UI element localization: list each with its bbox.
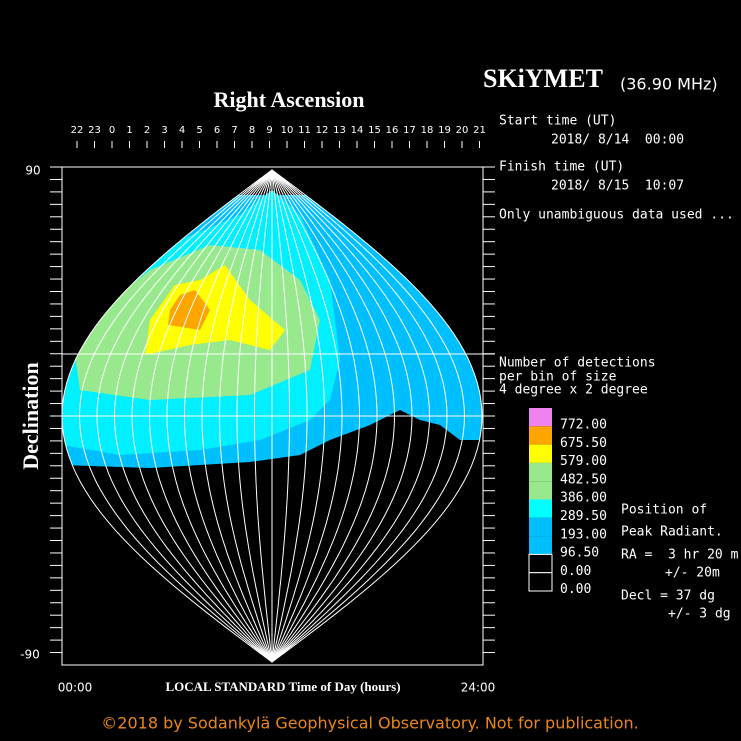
detections-line: 4 degree x 2 degree: [499, 383, 648, 398]
legend-swatch: [529, 426, 552, 445]
ra-label: 17: [403, 125, 416, 136]
detections-line: Number of detections: [499, 356, 656, 371]
ra-label: 7: [231, 125, 237, 136]
ra-label: 13: [333, 125, 346, 136]
legend-swatch: [529, 536, 552, 555]
ra-label: 9: [266, 125, 272, 136]
radiant-line: Peak Radiant.: [621, 525, 723, 540]
top-axis-title: Right Ascension: [214, 87, 365, 112]
detections-line: per bin of size: [499, 370, 617, 385]
ra-label: 0: [109, 125, 115, 136]
radiant-line: RA = 3 hr 20 m: [621, 548, 739, 563]
note: Only unambiguous data used ...: [499, 208, 734, 223]
legend-label: 0.00: [560, 582, 591, 597]
ra-label: 21: [473, 125, 486, 136]
title: SKiYMET: [483, 64, 603, 93]
legend-label: 96.50: [560, 546, 599, 561]
radiant-line: Position of: [621, 503, 707, 518]
level-orange: [168, 290, 210, 330]
ra-label: 4: [179, 125, 185, 136]
ra-label: 10: [281, 125, 294, 136]
legend-swatch: [528, 572, 553, 592]
ra-label: 14: [351, 125, 364, 136]
legend-swatch: [528, 553, 553, 574]
y-axis-title: Declination: [18, 362, 43, 470]
ra-label: 23: [88, 125, 101, 136]
legend-swatch: [529, 517, 552, 537]
legend-label: 482.50: [560, 472, 607, 487]
ra-label: 18: [421, 125, 434, 136]
start-value: 2018/ 8/14 00:00: [551, 133, 684, 148]
ra-label: 6: [214, 125, 220, 136]
legend-label: 193.00: [560, 527, 607, 542]
radiant-line: +/- 3 dg: [668, 607, 731, 622]
legend-label: 772.00: [560, 418, 607, 433]
radiant-line: +/- 20m: [665, 566, 720, 581]
footer: ©2018 by Sodankylä Geophysical Observato…: [101, 714, 638, 733]
ra-label: 2: [144, 125, 150, 136]
ra-label: 15: [368, 125, 381, 136]
ra-label: 22: [71, 125, 84, 136]
x-end: 24:00: [461, 681, 496, 695]
dec-top: 90: [25, 164, 40, 178]
ra-label: 19: [438, 125, 451, 136]
legend-swatch: [529, 408, 552, 427]
ra-label: 1: [126, 125, 132, 136]
legend-swatch: [529, 481, 552, 500]
finish-value: 2018/ 8/15 10:07: [551, 179, 684, 194]
radiant-line: Decl = 37 dg: [621, 589, 715, 604]
x-axis-title: LOCAL STANDARD Time of Day (hours): [165, 679, 400, 694]
legend-swatch: [529, 444, 552, 463]
legend-swatch: [529, 499, 552, 518]
dec-bottom: -90: [20, 648, 40, 662]
ra-label: 3: [161, 125, 167, 136]
legend-label: 579.00: [560, 454, 607, 469]
ra-label: 5: [196, 125, 202, 136]
frequency: (36.90 MHz): [620, 75, 718, 94]
legend-label: 0.00: [560, 564, 591, 579]
level-yellow: [145, 265, 285, 355]
ra-label: 20: [456, 125, 469, 136]
ra-label: 11: [298, 125, 311, 136]
start-label: Start time (UT): [499, 114, 616, 129]
x-start: 00:00: [58, 681, 93, 695]
ra-label: 8: [249, 125, 255, 136]
legend-label: 289.50: [560, 509, 607, 524]
legend-label: 386.00: [560, 491, 607, 506]
ra-label: 12: [316, 125, 329, 136]
finish-label: Finish time (UT): [499, 160, 624, 175]
legend-swatch: [529, 462, 552, 482]
legend-label: 675.50: [560, 436, 607, 451]
ra-label: 16: [386, 125, 399, 136]
radiant-info: Position of Peak Radiant. RA = 3 hr 20 m +/…: [621, 503, 739, 622]
